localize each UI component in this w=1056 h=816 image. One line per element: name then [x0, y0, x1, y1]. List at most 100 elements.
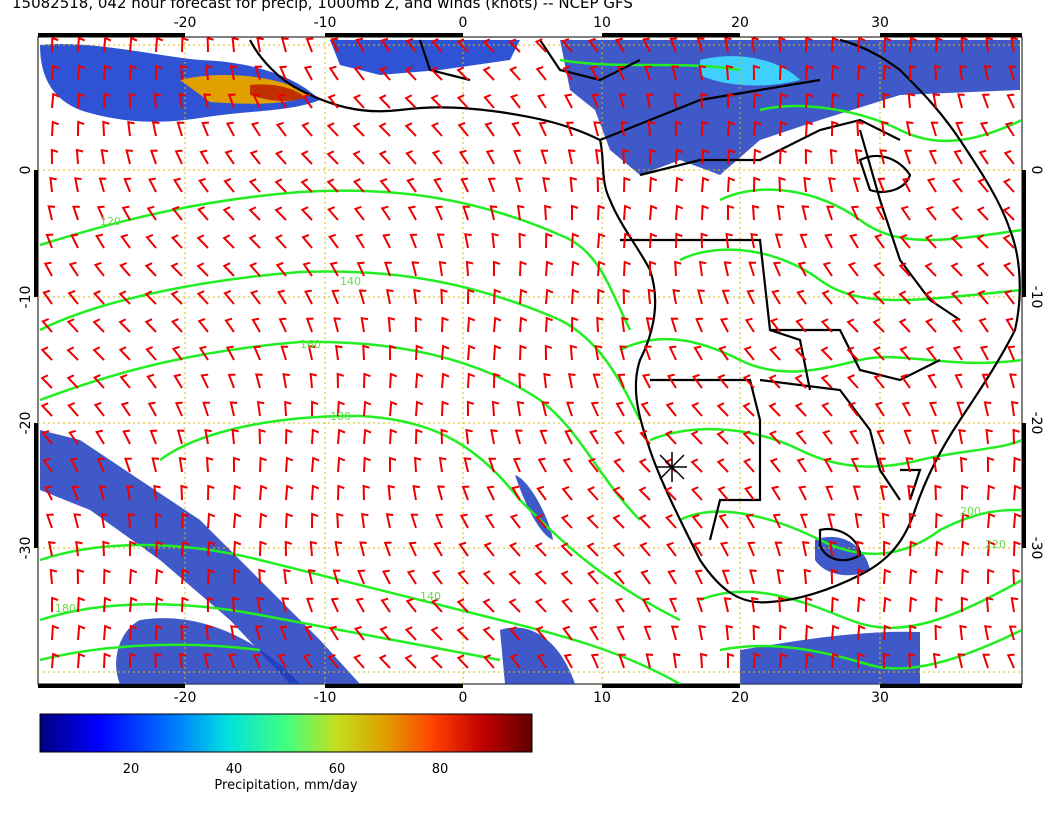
- wind-barb: [96, 457, 105, 473]
- wind-barb: [820, 318, 833, 333]
- wind-barb: [102, 540, 110, 557]
- wind-barb: [795, 318, 807, 333]
- wind-barb: [259, 512, 268, 529]
- wind-barb: [103, 652, 111, 669]
- lon-tick-bottom: 10: [593, 690, 611, 706]
- wind-barb: [465, 428, 473, 445]
- wind-barb: [153, 652, 162, 669]
- wind-barb: [899, 234, 911, 249]
- wind-barb: [172, 177, 183, 193]
- wind-barb: [49, 568, 58, 585]
- wind-barb: [639, 430, 651, 445]
- wind-barb: [675, 232, 683, 249]
- wind-barb: [327, 206, 339, 221]
- wind-barb: [545, 232, 553, 249]
- wind-barb: [352, 150, 365, 165]
- wind-barb: [259, 484, 268, 501]
- wind-barb: [121, 205, 131, 221]
- wind-barb: [335, 344, 343, 361]
- wind-barb: [537, 457, 547, 473]
- wind-barb: [311, 456, 320, 473]
- wind-barb: [148, 177, 157, 193]
- wind-barb: [742, 430, 755, 445]
- wind-barb: [952, 177, 963, 193]
- wind-barb: [353, 65, 365, 81]
- wind-barb: [483, 94, 495, 109]
- wind-barb: [129, 596, 138, 613]
- lat-tick-left: 0: [18, 166, 34, 175]
- wind-barb: [907, 484, 915, 501]
- wind-barb: [256, 37, 264, 53]
- wind-barb: [47, 541, 56, 557]
- wind-barb: [638, 458, 651, 473]
- wind-barb: [382, 233, 391, 249]
- wind-barb: [181, 596, 189, 613]
- wind-barb: [406, 177, 417, 193]
- wind-barb: [508, 542, 521, 557]
- wind-barb: [668, 345, 677, 361]
- wind-barb: [978, 149, 989, 165]
- wind-barb: [181, 37, 189, 53]
- wind-barb: [385, 513, 394, 529]
- wind-barb: [701, 120, 709, 137]
- wind-barb: [698, 625, 706, 641]
- wind-barb: [66, 318, 79, 333]
- wind-barb: [231, 428, 239, 445]
- wind-barb: [363, 400, 372, 417]
- wind-barb: [1010, 596, 1019, 613]
- wind-barb: [846, 318, 859, 333]
- wind-barb: [304, 289, 313, 305]
- wind-barb: [147, 401, 157, 417]
- lat-tick-left: -20: [18, 412, 34, 435]
- wind-barb: [330, 597, 339, 613]
- wind-barb: [1007, 345, 1015, 361]
- wind-barb: [716, 430, 729, 445]
- wind-barb: [805, 120, 814, 137]
- wind-barb: [144, 262, 157, 277]
- wind-barb: [493, 344, 502, 361]
- wind-barb: [379, 177, 391, 193]
- wind-barb: [328, 65, 339, 81]
- wind-barb: [590, 653, 599, 669]
- wind-barb: [98, 485, 107, 501]
- wind-barb: [441, 316, 449, 333]
- wind-barb: [772, 513, 781, 529]
- wind-barb: [950, 234, 963, 249]
- wind-barb: [776, 204, 785, 221]
- wind-barb: [430, 94, 443, 109]
- star-marker: [657, 452, 687, 482]
- wind-barb: [743, 458, 755, 473]
- wind-barb: [928, 401, 937, 417]
- wind-barb: [229, 401, 238, 417]
- wind-barb: [256, 596, 265, 613]
- wind-barb: [623, 232, 632, 249]
- wind-barb: [491, 400, 500, 417]
- wind-barb: [415, 400, 424, 417]
- wind-barb: [233, 568, 241, 585]
- wind-barb: [144, 290, 157, 305]
- wind-barb: [571, 288, 580, 305]
- wind-barb: [415, 372, 424, 389]
- wind-barb: [717, 486, 729, 501]
- wind-barb: [982, 653, 990, 669]
- wind-barb: [617, 373, 626, 389]
- wind-barb: [483, 654, 495, 669]
- wind-barb: [44, 485, 53, 501]
- wind-barb: [233, 512, 242, 529]
- wind-barb: [613, 458, 625, 473]
- contour-label: 200: [960, 505, 981, 518]
- wind-barb: [622, 288, 631, 305]
- wind-barb: [667, 569, 677, 585]
- wind-barb: [664, 514, 677, 529]
- wind-barb: [75, 148, 84, 165]
- wind-barb: [1004, 121, 1015, 137]
- wind-barb: [492, 260, 501, 277]
- wind-barb: [311, 484, 320, 501]
- wind-barb: [977, 290, 989, 305]
- wind-barb: [561, 598, 573, 613]
- wind-barb: [794, 374, 807, 389]
- wind-barb: [456, 94, 469, 109]
- wind-barb: [744, 317, 755, 333]
- wind-barb: [328, 625, 339, 641]
- wind-barb: [301, 234, 313, 249]
